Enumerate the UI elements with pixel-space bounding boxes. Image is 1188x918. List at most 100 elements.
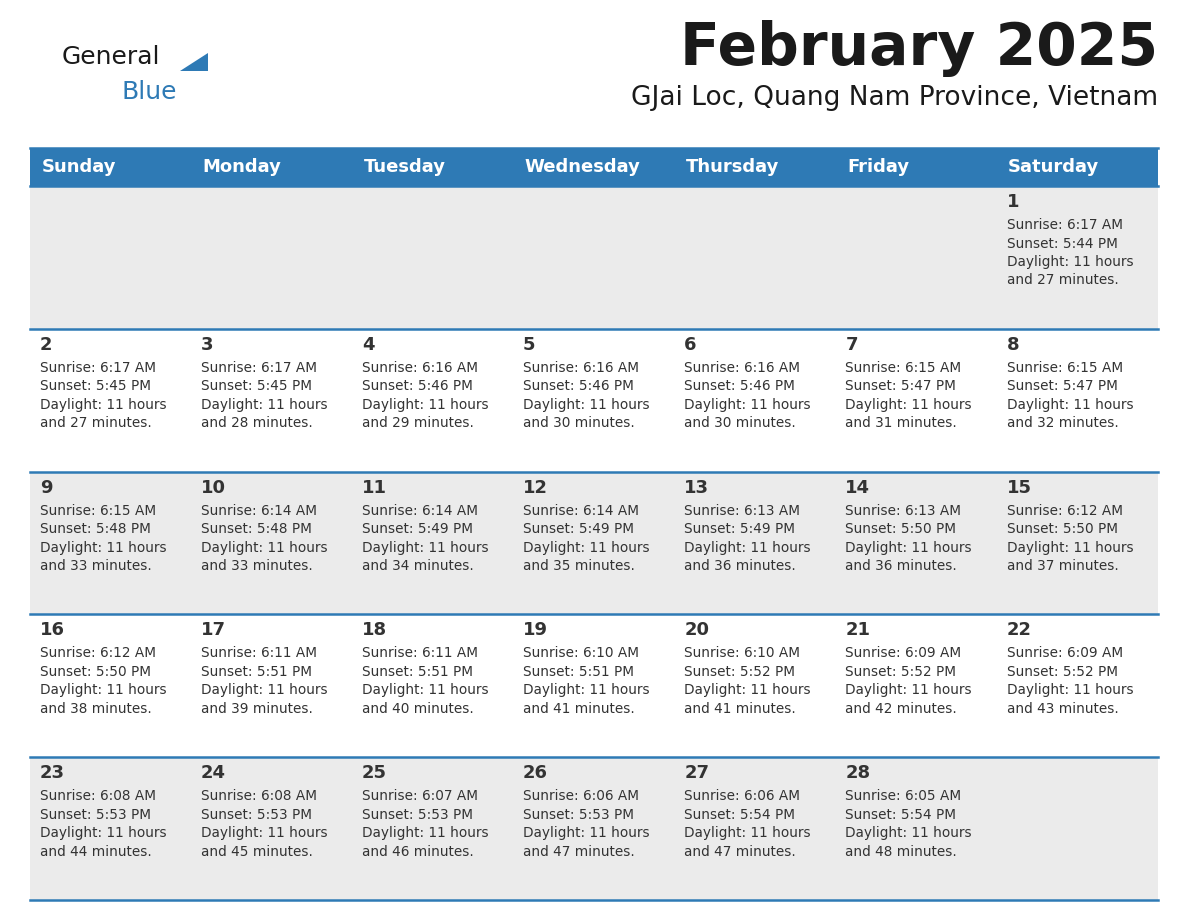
Text: 14: 14 (846, 478, 871, 497)
Text: Sunset: 5:51 PM: Sunset: 5:51 PM (201, 665, 311, 679)
Text: Blue: Blue (122, 80, 177, 104)
Text: Tuesday: Tuesday (364, 158, 446, 176)
Text: Daylight: 11 hours: Daylight: 11 hours (1006, 255, 1133, 269)
Text: Sunday: Sunday (42, 158, 115, 176)
Text: 2: 2 (39, 336, 52, 353)
Text: Sunset: 5:46 PM: Sunset: 5:46 PM (523, 379, 634, 393)
Text: Sunset: 5:49 PM: Sunset: 5:49 PM (362, 522, 473, 536)
Text: Sunset: 5:52 PM: Sunset: 5:52 PM (1006, 665, 1118, 679)
Text: Sunset: 5:53 PM: Sunset: 5:53 PM (362, 808, 473, 822)
Text: Daylight: 11 hours: Daylight: 11 hours (523, 541, 650, 554)
Text: Sunrise: 6:11 AM: Sunrise: 6:11 AM (362, 646, 478, 660)
Text: Daylight: 11 hours: Daylight: 11 hours (1006, 541, 1133, 554)
Text: Sunrise: 6:15 AM: Sunrise: 6:15 AM (846, 361, 961, 375)
Text: Sunrise: 6:09 AM: Sunrise: 6:09 AM (1006, 646, 1123, 660)
Text: and 31 minutes.: and 31 minutes. (846, 416, 958, 431)
Text: Daylight: 11 hours: Daylight: 11 hours (39, 826, 166, 840)
Text: Sunset: 5:50 PM: Sunset: 5:50 PM (1006, 522, 1118, 536)
Text: Sunrise: 6:12 AM: Sunrise: 6:12 AM (1006, 504, 1123, 518)
Text: Sunset: 5:49 PM: Sunset: 5:49 PM (684, 522, 795, 536)
Text: and 35 minutes.: and 35 minutes. (523, 559, 634, 573)
Text: Daylight: 11 hours: Daylight: 11 hours (1006, 683, 1133, 698)
Text: and 36 minutes.: and 36 minutes. (684, 559, 796, 573)
Text: Daylight: 11 hours: Daylight: 11 hours (201, 826, 328, 840)
Text: 12: 12 (523, 478, 548, 497)
Text: Daylight: 11 hours: Daylight: 11 hours (201, 541, 328, 554)
Text: Daylight: 11 hours: Daylight: 11 hours (684, 541, 811, 554)
Bar (30, 186, 1158, 329)
Text: Daylight: 11 hours: Daylight: 11 hours (846, 541, 972, 554)
Text: Saturday: Saturday (1009, 158, 1099, 176)
Text: 17: 17 (201, 621, 226, 640)
Text: and 34 minutes.: and 34 minutes. (362, 559, 474, 573)
Bar (30, 472, 1158, 614)
Text: and 42 minutes.: and 42 minutes. (846, 702, 958, 716)
Text: and 47 minutes.: and 47 minutes. (684, 845, 796, 858)
Text: 3: 3 (201, 336, 214, 353)
Text: Sunset: 5:45 PM: Sunset: 5:45 PM (39, 379, 151, 393)
Text: Daylight: 11 hours: Daylight: 11 hours (846, 397, 972, 412)
Text: Sunset: 5:45 PM: Sunset: 5:45 PM (201, 379, 311, 393)
Text: Sunset: 5:51 PM: Sunset: 5:51 PM (523, 665, 634, 679)
Text: Daylight: 11 hours: Daylight: 11 hours (39, 541, 166, 554)
Text: Sunset: 5:48 PM: Sunset: 5:48 PM (201, 522, 311, 536)
Text: Daylight: 11 hours: Daylight: 11 hours (684, 397, 811, 412)
Bar (30, 757, 1158, 900)
Text: Daylight: 11 hours: Daylight: 11 hours (684, 683, 811, 698)
Text: 10: 10 (201, 478, 226, 497)
Text: Sunrise: 6:17 AM: Sunrise: 6:17 AM (201, 361, 317, 375)
Text: 23: 23 (39, 764, 64, 782)
Text: 20: 20 (684, 621, 709, 640)
Text: Sunset: 5:48 PM: Sunset: 5:48 PM (39, 522, 151, 536)
Text: Sunset: 5:51 PM: Sunset: 5:51 PM (362, 665, 473, 679)
Text: Friday: Friday (847, 158, 909, 176)
Text: Sunrise: 6:06 AM: Sunrise: 6:06 AM (684, 789, 801, 803)
Text: General: General (62, 45, 160, 69)
Text: Sunset: 5:52 PM: Sunset: 5:52 PM (684, 665, 795, 679)
Text: Daylight: 11 hours: Daylight: 11 hours (362, 397, 488, 412)
Text: Sunset: 5:53 PM: Sunset: 5:53 PM (523, 808, 634, 822)
Text: and 45 minutes.: and 45 minutes. (201, 845, 312, 858)
Text: and 30 minutes.: and 30 minutes. (684, 416, 796, 431)
Text: Monday: Monday (202, 158, 282, 176)
Text: and 27 minutes.: and 27 minutes. (39, 416, 151, 431)
Text: and 38 minutes.: and 38 minutes. (39, 702, 151, 716)
Text: 19: 19 (523, 621, 548, 640)
Text: 26: 26 (523, 764, 548, 782)
Text: Sunrise: 6:06 AM: Sunrise: 6:06 AM (523, 789, 639, 803)
Text: and 27 minutes.: and 27 minutes. (1006, 274, 1118, 287)
Text: and 46 minutes.: and 46 minutes. (362, 845, 474, 858)
Text: Sunrise: 6:14 AM: Sunrise: 6:14 AM (362, 504, 478, 518)
Text: Sunrise: 6:10 AM: Sunrise: 6:10 AM (684, 646, 801, 660)
Text: Thursday: Thursday (685, 158, 779, 176)
Text: Sunset: 5:47 PM: Sunset: 5:47 PM (846, 379, 956, 393)
Bar (30, 148, 1158, 186)
Text: Sunrise: 6:05 AM: Sunrise: 6:05 AM (846, 789, 961, 803)
Text: and 32 minutes.: and 32 minutes. (1006, 416, 1118, 431)
Text: Sunset: 5:49 PM: Sunset: 5:49 PM (523, 522, 634, 536)
Text: and 33 minutes.: and 33 minutes. (201, 559, 312, 573)
Text: Daylight: 11 hours: Daylight: 11 hours (684, 826, 811, 840)
Text: 8: 8 (1006, 336, 1019, 353)
Text: Daylight: 11 hours: Daylight: 11 hours (523, 397, 650, 412)
Text: Sunset: 5:54 PM: Sunset: 5:54 PM (846, 808, 956, 822)
Text: 25: 25 (362, 764, 387, 782)
Text: 9: 9 (39, 478, 52, 497)
Text: Daylight: 11 hours: Daylight: 11 hours (1006, 397, 1133, 412)
Text: Sunset: 5:53 PM: Sunset: 5:53 PM (201, 808, 311, 822)
Text: and 43 minutes.: and 43 minutes. (1006, 702, 1118, 716)
Text: Sunset: 5:46 PM: Sunset: 5:46 PM (684, 379, 795, 393)
Text: Sunrise: 6:12 AM: Sunrise: 6:12 AM (39, 646, 156, 660)
Text: Daylight: 11 hours: Daylight: 11 hours (362, 826, 488, 840)
Text: Sunrise: 6:16 AM: Sunrise: 6:16 AM (523, 361, 639, 375)
Text: and 36 minutes.: and 36 minutes. (846, 559, 958, 573)
Text: 28: 28 (846, 764, 871, 782)
Text: and 33 minutes.: and 33 minutes. (39, 559, 151, 573)
Text: Daylight: 11 hours: Daylight: 11 hours (201, 683, 328, 698)
Text: Sunrise: 6:15 AM: Sunrise: 6:15 AM (39, 504, 156, 518)
Text: Sunset: 5:50 PM: Sunset: 5:50 PM (39, 665, 151, 679)
Text: Sunrise: 6:08 AM: Sunrise: 6:08 AM (39, 789, 156, 803)
Text: and 30 minutes.: and 30 minutes. (523, 416, 634, 431)
Text: Sunrise: 6:16 AM: Sunrise: 6:16 AM (362, 361, 478, 375)
Text: Sunrise: 6:15 AM: Sunrise: 6:15 AM (1006, 361, 1123, 375)
